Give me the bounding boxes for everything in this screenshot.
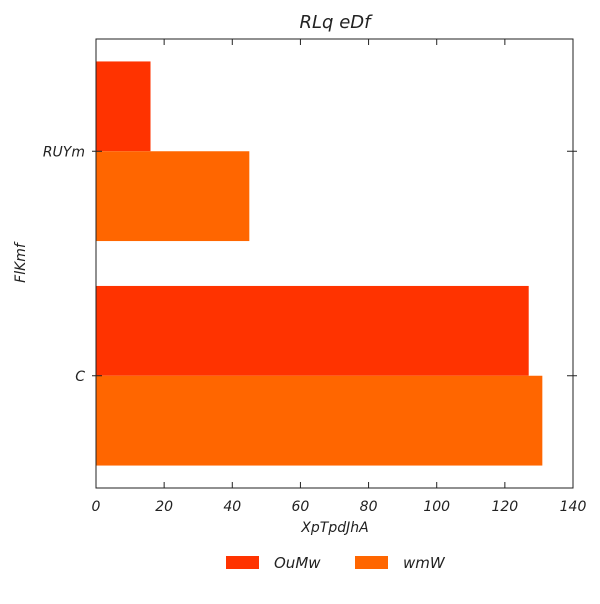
legend-label-wmW: wmW bbox=[403, 554, 446, 572]
x-tick-label: 40 bbox=[223, 499, 241, 515]
x-tick-label: 100 bbox=[423, 499, 450, 515]
x-tick-label: 60 bbox=[292, 499, 310, 515]
bar-OuMw-C bbox=[96, 285, 529, 376]
x-tick-label: 0 bbox=[92, 499, 101, 515]
x-tick-label: 20 bbox=[155, 499, 173, 515]
chart-title: RLq eDf bbox=[300, 12, 374, 33]
x-tick-label: 80 bbox=[360, 499, 378, 515]
y-tick-label-RUYm: RUYm bbox=[43, 144, 85, 160]
legend-swatch-OuMw bbox=[226, 556, 259, 569]
x-tick-label: 140 bbox=[560, 499, 587, 515]
legend: OuMw wmW bbox=[226, 554, 446, 572]
x-axis-label: XpTpdJhA bbox=[300, 520, 368, 536]
bar-OuMw-RUYm bbox=[96, 61, 151, 152]
bar-wmW-C bbox=[96, 375, 543, 466]
x-tick-label: 120 bbox=[491, 499, 518, 515]
y-axis-label: FlKmf bbox=[13, 241, 29, 283]
y-axis-ticks: RUYm C bbox=[43, 144, 577, 385]
x-axis-ticks: 0 20 40 60 80 100 120 140 bbox=[92, 39, 587, 515]
plot-frame bbox=[95, 38, 574, 489]
bar-wmW-RUYm bbox=[96, 151, 250, 242]
y-tick-label-C: C bbox=[75, 369, 85, 385]
legend-label-OuMw: OuMw bbox=[274, 554, 321, 572]
bars-group bbox=[96, 61, 543, 466]
legend-swatch-wmW bbox=[355, 556, 388, 569]
